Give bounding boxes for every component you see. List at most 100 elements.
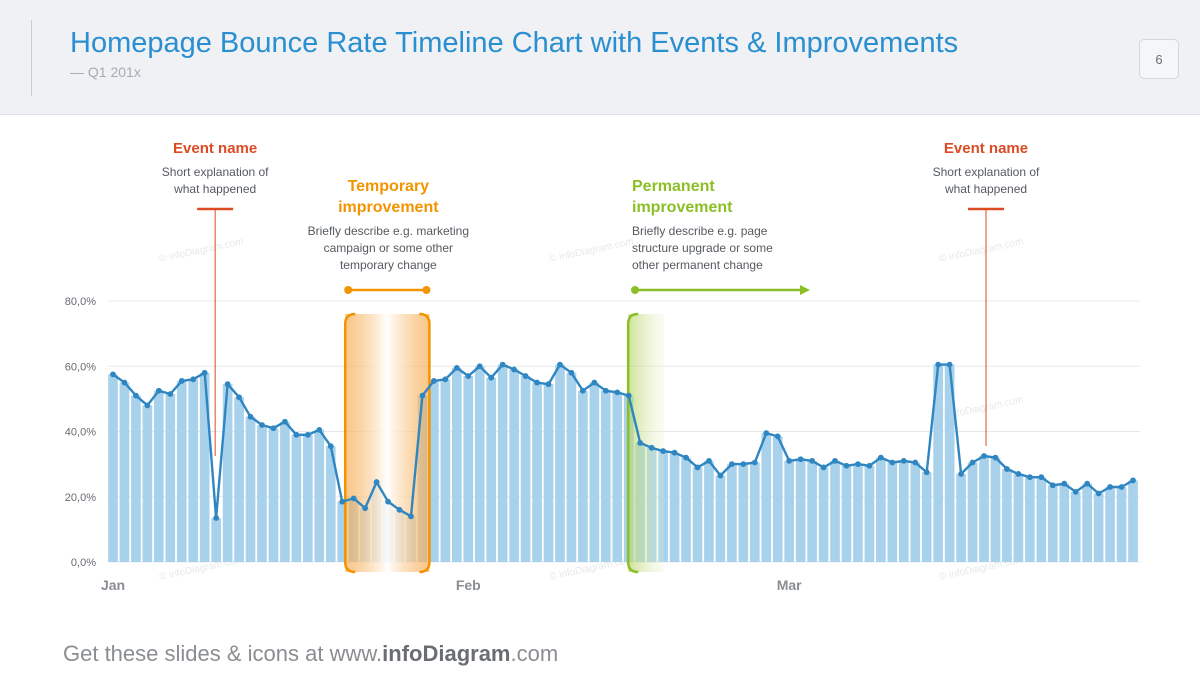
data-point: [1072, 488, 1079, 495]
data-point: [1049, 482, 1056, 489]
bar: [176, 380, 187, 562]
bar: [1047, 485, 1058, 562]
event1-desc: Short explanation of: [162, 165, 269, 179]
data-point: [167, 391, 174, 397]
bar: [520, 376, 531, 562]
data-point: [900, 457, 907, 464]
bar: [509, 369, 519, 562]
bar: [818, 467, 829, 562]
data-point: [511, 366, 518, 373]
data-point: [591, 379, 598, 386]
bar: [440, 379, 451, 562]
data-point: [877, 454, 884, 461]
bar: [280, 421, 290, 562]
bar: [692, 467, 703, 562]
data-point: [981, 453, 987, 459]
bar: [1093, 493, 1104, 562]
y-tick-label: 0,0%: [71, 557, 96, 569]
data-point: [1015, 471, 1022, 477]
bar: [303, 434, 313, 562]
bar: [463, 376, 474, 562]
bar: [211, 517, 221, 562]
data-point: [190, 376, 197, 383]
data-point: [396, 506, 403, 513]
data-point: [465, 373, 472, 379]
data-point: [774, 433, 781, 440]
bar: [853, 464, 863, 562]
data-point: [855, 461, 861, 468]
bar: [807, 460, 817, 562]
bar: [142, 405, 153, 562]
bar: [715, 475, 726, 562]
footer-suffix: .com: [510, 641, 559, 666]
data-point: [912, 459, 919, 466]
temporary-range-end: [422, 286, 431, 294]
chart-labels: 0,0% 20,0% 40,0% 60,0% 80,0% Jan Feb Mar: [65, 296, 802, 593]
permanent-highlight: [628, 314, 665, 572]
data-point: [579, 387, 586, 394]
bar: [979, 455, 989, 562]
data-point: [247, 413, 254, 420]
bar: [1070, 491, 1081, 562]
data-point: [889, 459, 896, 466]
event2-title: Event name: [944, 140, 1028, 157]
temporary-title: Temporary: [348, 178, 430, 195]
data-point: [557, 361, 563, 368]
bar: [967, 462, 978, 562]
data-point: [259, 422, 265, 428]
data-point: [282, 418, 288, 425]
slide-title: Homepage Bounce Rate Timeline Chart with…: [70, 27, 959, 59]
data-point: [316, 426, 323, 433]
data-point: [476, 363, 483, 370]
data-point: [408, 513, 414, 520]
bar: [887, 462, 898, 562]
event2-desc: what happened: [944, 182, 1027, 196]
bar: [543, 384, 554, 562]
bar: [578, 390, 588, 562]
data-point: [304, 431, 311, 438]
bar: [749, 462, 760, 562]
bar: [555, 364, 565, 562]
bar: [1036, 477, 1047, 562]
data-point: [327, 443, 334, 450]
temporary-highlight: [345, 314, 430, 572]
data-point: [488, 374, 495, 381]
bar: [784, 460, 795, 562]
temporary-title: improvement: [338, 199, 439, 216]
footer-text: Get these slides & icons at www.infoDiag…: [63, 641, 558, 667]
bar: [188, 379, 199, 562]
x-tick-label: Jan: [101, 577, 125, 593]
temporary-desc: temporary change: [340, 258, 437, 272]
bar: [727, 464, 737, 562]
bar: [761, 433, 772, 562]
data-point: [568, 369, 575, 376]
data-point: [683, 454, 689, 461]
data-point: [660, 448, 667, 454]
temporary-bracket-right: [419, 312, 431, 574]
data-point: [648, 444, 655, 451]
data-point: [751, 459, 758, 466]
data-point: [224, 381, 231, 388]
data-point: [545, 381, 552, 388]
data-point: [1118, 484, 1125, 490]
slide-subtitle: — Q1 201x: [70, 64, 141, 80]
bar: [1082, 483, 1092, 562]
bar: [876, 457, 886, 562]
data-point: [706, 457, 712, 464]
permanent-desc: structure upgrade or some: [632, 241, 773, 255]
bar: [451, 367, 462, 562]
bar: [165, 393, 176, 562]
bar: [830, 460, 840, 562]
bar: [704, 460, 714, 562]
slide-header: Homepage Bounce Rate Timeline Chart with…: [0, 0, 1200, 115]
bar: [795, 459, 806, 562]
event2-desc: Short explanation of: [933, 165, 1040, 179]
bar: [910, 462, 921, 562]
bar: [864, 465, 875, 562]
data-point: [1130, 477, 1136, 484]
page-number: 6: [1139, 39, 1179, 79]
data-point: [362, 505, 369, 512]
data-point: [728, 461, 735, 468]
bar: [1025, 477, 1035, 562]
